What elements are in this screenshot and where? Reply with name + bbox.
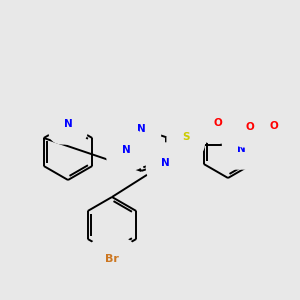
Text: H: H (238, 136, 246, 146)
Text: N: N (64, 119, 72, 129)
Text: Br: Br (105, 254, 119, 264)
Text: O: O (246, 122, 254, 132)
Text: N: N (137, 124, 146, 134)
Text: O: O (270, 121, 279, 131)
Text: N: N (161, 158, 170, 168)
Text: N: N (122, 145, 130, 155)
Text: N: N (237, 144, 246, 154)
Text: O: O (213, 118, 222, 128)
Text: S: S (182, 132, 190, 142)
